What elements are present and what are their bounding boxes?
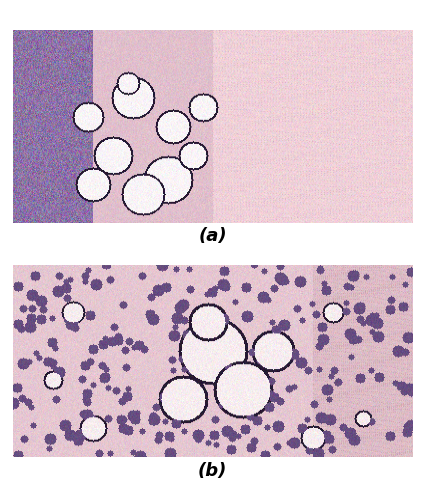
Text: (b): (b) [198, 462, 227, 480]
Text: (a): (a) [198, 228, 227, 246]
